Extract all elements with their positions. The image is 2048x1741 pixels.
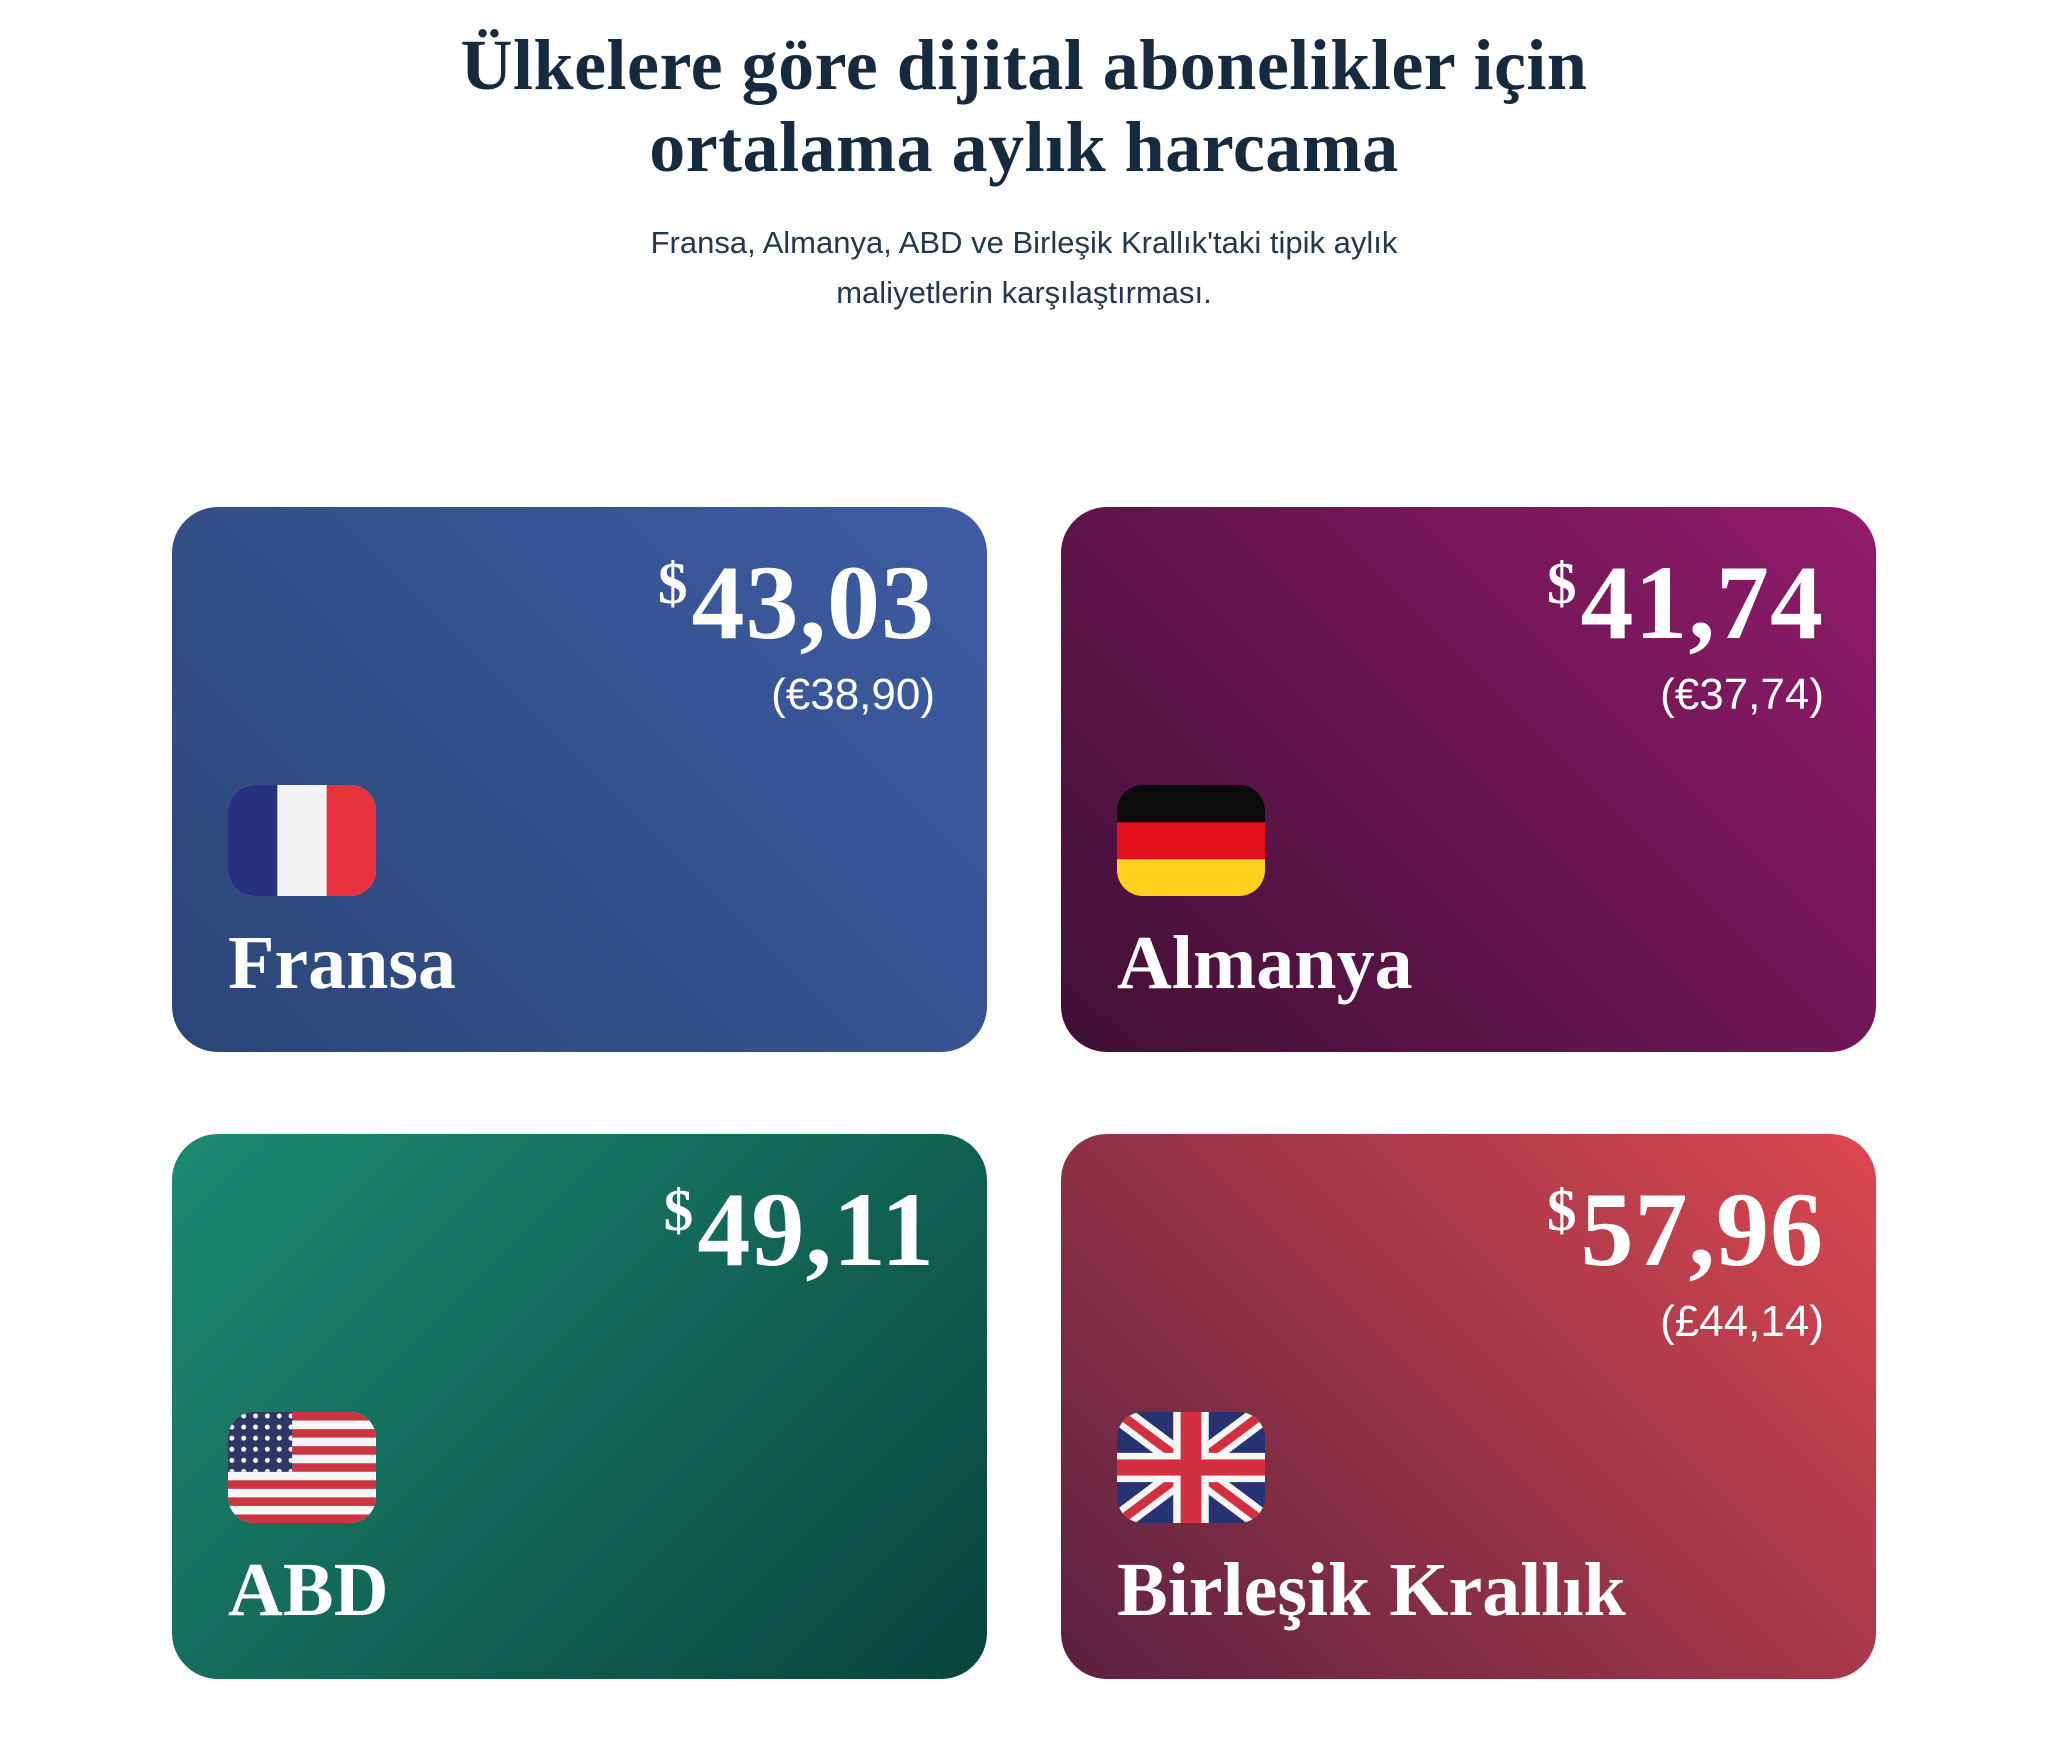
dollar-sign: $	[657, 550, 689, 617]
card-usa: $49,11	[172, 1133, 987, 1679]
country-label: Fransa	[228, 920, 456, 1005]
price-local: (€37,74)	[1660, 669, 1824, 719]
page-subtitle: Fransa, Almanya, ABD ve Birleşik Krallık…	[650, 225, 1398, 311]
card-germany: $41,74 (€37,74) Almanya	[1061, 506, 1876, 1052]
card-spacer	[228, 1350, 935, 1412]
price-usd: $43,03	[228, 548, 935, 657]
card-spacer	[1117, 1350, 1824, 1412]
price-usd-value: 49,11	[697, 1170, 935, 1288]
dollar-sign: $	[1546, 550, 1578, 617]
country-cards-grid: $43,03 (€38,90) Fransa $41,74 (€37,74)	[172, 506, 1876, 1679]
flag-usa-icon	[228, 1411, 376, 1523]
country-label: Birleşik Krallık	[1117, 1547, 1626, 1632]
card-spacer	[228, 723, 935, 785]
page-title: Ülkelere göre dijital abonelikler için o…	[460, 25, 1588, 188]
price-usd: $41,74	[1117, 548, 1824, 657]
card-spacer	[1117, 723, 1824, 785]
price-usd-value: 43,03	[691, 543, 935, 661]
dollar-sign: $	[663, 1177, 695, 1244]
price-usd-value: 57,96	[1580, 1170, 1824, 1288]
dollar-sign: $	[1546, 1177, 1578, 1244]
flag-uk-icon	[1117, 1411, 1265, 1523]
price-local: (€38,90)	[771, 669, 935, 719]
price-usd-value: 41,74	[1580, 543, 1824, 661]
price-local: (£44,14)	[1660, 1296, 1824, 1346]
flag-france-icon	[228, 784, 376, 896]
card-france: $43,03 (€38,90) Fransa	[172, 506, 987, 1052]
price-usd: $49,11	[228, 1175, 935, 1284]
country-label: Almanya	[1117, 920, 1413, 1005]
country-label: ABD	[228, 1547, 389, 1632]
price-usd: $57,96	[1117, 1175, 1824, 1284]
price-local	[228, 1294, 935, 1350]
card-uk: $57,96 (£44,14) Birleşik Krallık	[1061, 1133, 1876, 1679]
flag-germany-icon	[1117, 784, 1265, 896]
